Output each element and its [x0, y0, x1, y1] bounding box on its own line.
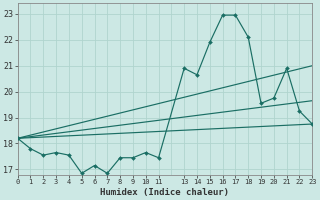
X-axis label: Humidex (Indice chaleur): Humidex (Indice chaleur) [100, 188, 229, 197]
